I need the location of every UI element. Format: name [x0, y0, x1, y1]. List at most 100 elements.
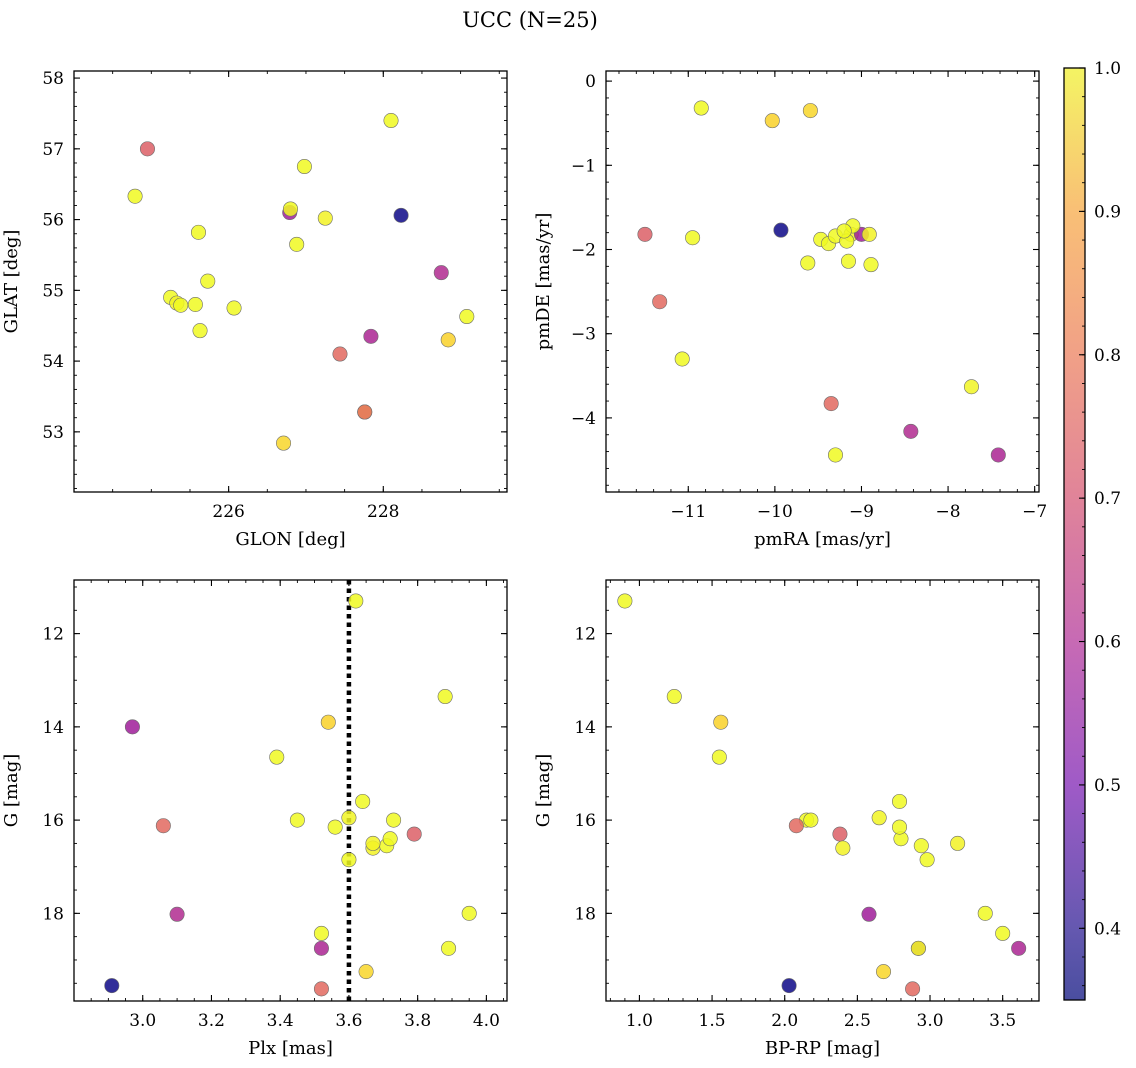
axes-frame [605, 579, 1040, 1002]
scatter-points [127, 113, 475, 451]
x-tick-label: 3.5 [989, 1011, 1016, 1031]
colorbar-tick-label: 0.7 [1094, 489, 1121, 509]
scatter-point [192, 323, 208, 339]
scatter-point [963, 379, 979, 395]
ticks: 1.0 1.5 2.0 2.5 3.0 3.5 12 14 16 18 [574, 580, 1039, 1031]
y-tick-label: 57 [42, 140, 64, 160]
x-tick-label: 3.0 [129, 1011, 156, 1031]
scatter-point [827, 447, 843, 463]
scatter-point [876, 964, 892, 980]
scatter-point [313, 925, 329, 941]
y-tick-label: 55 [42, 281, 64, 301]
x-tick-label: 2.5 [844, 1011, 871, 1031]
y-tick-label: 12 [574, 625, 596, 645]
x-tick-label: 3.2 [198, 1011, 225, 1031]
scatter-point [950, 835, 966, 851]
y-axis-label: GLAT [deg] [1, 230, 22, 334]
y-tick-label: 16 [42, 811, 64, 831]
y-tick-label: −3 [571, 325, 596, 345]
scatter-point [320, 714, 336, 730]
scatter-point [365, 835, 381, 851]
scatter-point [104, 978, 120, 994]
y-axis-label: G [mag] [1, 754, 22, 827]
y-axis-label: pmDE [mas/yr] [533, 213, 554, 351]
y-tick-label: 18 [574, 904, 596, 924]
scatter-point [713, 714, 729, 730]
axes-frame [73, 579, 508, 1002]
x-tick-label: 3.0 [917, 1011, 944, 1031]
x-tick-label: −8 [936, 502, 961, 522]
y-tick-label: 18 [42, 904, 64, 924]
y-tick-label: 54 [42, 352, 64, 372]
scatter-point [190, 224, 206, 240]
scatter-point [781, 978, 797, 994]
scatter-point [296, 159, 312, 175]
scatter-point [289, 236, 305, 252]
scatter-point [674, 351, 690, 367]
x-tick-label: −11 [670, 502, 706, 522]
scatter-point [990, 447, 1006, 463]
scatter-point [832, 826, 848, 842]
axes-frame [605, 70, 1040, 493]
colorbar-gradient [1064, 68, 1085, 1000]
x-tick-label: −9 [849, 502, 874, 522]
scatter-point [652, 294, 668, 310]
x-tick-label: 3.8 [404, 1011, 431, 1031]
x-tick-label: 4.0 [473, 1011, 500, 1031]
y-tick-label: 16 [574, 811, 596, 831]
scatter-point [276, 435, 292, 451]
scatter-point [977, 905, 993, 921]
scatter-points [637, 100, 1006, 463]
scatter-point [693, 100, 709, 116]
scatter-point [313, 981, 329, 997]
scatter-point [905, 981, 921, 997]
scatter-point [871, 810, 887, 826]
scatter-points [104, 593, 477, 997]
x-tick-label: 226 [212, 502, 244, 522]
scatter-point [155, 818, 171, 834]
scatter-point [363, 328, 379, 344]
scatter-point [892, 819, 908, 835]
scatter-point [327, 819, 343, 835]
y-tick-label: 58 [42, 69, 64, 89]
x-axis-label: Plx [mas] [248, 1038, 333, 1059]
scatter-point [835, 840, 851, 856]
x-tick-label: −7 [1022, 502, 1047, 522]
scatter-point [666, 689, 682, 705]
y-tick-label: 14 [42, 718, 64, 738]
x-tick-label: 3.6 [335, 1011, 362, 1031]
colorbar-frame [1063, 67, 1086, 1001]
x-axis-label: BP-RP [mag] [765, 1038, 880, 1059]
x-tick-label: 3.4 [267, 1011, 294, 1031]
scatter-point [226, 300, 242, 316]
panel-bprp-g: 1.0 1.5 2.0 2.5 3.0 3.5 12 14 16 18 BP-RP [mag] G [… [533, 579, 1040, 1059]
scatter-point [348, 593, 364, 609]
scatter-point [313, 940, 329, 956]
panel-glon-glat: 226 228 53 54 55 56 57 58 GLON [deg] GLAT [deg] [1, 69, 508, 550]
scatter-point [840, 253, 856, 269]
scatter-point [355, 793, 371, 809]
scatter-point [127, 188, 143, 204]
colorbar-tick-label: 0.6 [1094, 633, 1121, 653]
scatter-point [341, 852, 357, 868]
scatter-point [173, 297, 189, 313]
scatter-point [913, 838, 929, 854]
scatter-point [637, 226, 653, 242]
scatter-point [358, 964, 374, 980]
scatter-point [711, 749, 727, 765]
colorbar-tick-label: 1.0 [1094, 59, 1121, 79]
x-tick-label: 228 [367, 502, 399, 522]
figure-title: UCC (N=25) [462, 8, 598, 32]
axes-frame [73, 70, 508, 493]
scatter-point [802, 103, 818, 119]
y-tick-label: 12 [42, 625, 64, 645]
scatter-point [788, 818, 804, 834]
ticks: 226 228 53 54 55 56 57 58 [42, 69, 507, 522]
scatter-point [393, 207, 409, 223]
scatter-point [433, 265, 449, 281]
scatter-point [892, 793, 908, 809]
scatter-point [139, 141, 155, 157]
scatter-point [836, 223, 852, 239]
scatter-point [406, 826, 422, 842]
